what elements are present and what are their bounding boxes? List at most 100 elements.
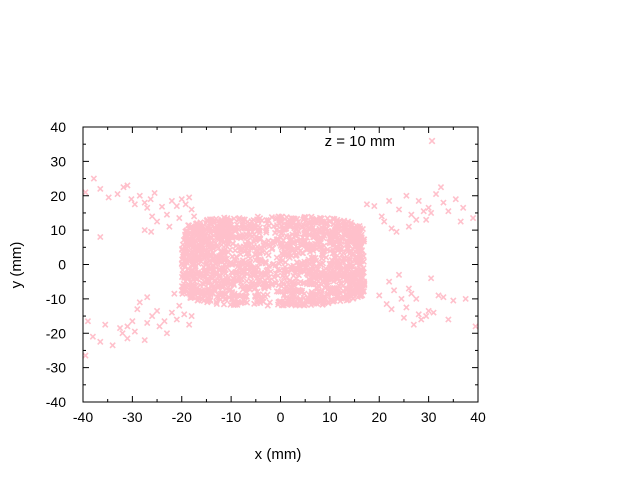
data-point [120, 331, 125, 336]
points-layer [83, 176, 478, 358]
data-point [154, 308, 159, 313]
data-point [379, 214, 384, 219]
data-point [389, 226, 394, 231]
data-point [164, 331, 169, 336]
data-point [169, 198, 174, 203]
data-point [377, 293, 382, 298]
data-point [416, 198, 421, 203]
data-point [441, 200, 446, 205]
data-point [145, 205, 150, 210]
data-point [389, 307, 394, 312]
data-point [98, 186, 103, 191]
legend-marker-x [429, 138, 435, 144]
data-point [463, 296, 468, 301]
x-tick-label: 0 [277, 409, 285, 425]
data-point [189, 313, 194, 318]
data-point [458, 219, 463, 224]
data-point [414, 217, 419, 222]
data-point [451, 298, 456, 303]
data-point [91, 176, 96, 181]
x-tick-label: 10 [322, 409, 338, 425]
data-point [149, 229, 154, 234]
data-point [461, 205, 466, 210]
data-point [438, 185, 443, 190]
data-point [372, 203, 377, 208]
data-point [409, 212, 414, 217]
data-point [167, 224, 172, 229]
data-point [115, 191, 120, 196]
data-point [453, 197, 458, 202]
data-point [387, 198, 392, 203]
y-tick-label: -40 [46, 394, 66, 410]
data-point [182, 312, 187, 317]
data-point [396, 207, 401, 212]
data-point [148, 197, 153, 202]
y-tick-label: 40 [50, 119, 66, 135]
data-point [394, 229, 399, 234]
data-point [426, 205, 431, 210]
data-point [159, 204, 164, 209]
data-point [233, 248, 238, 253]
data-point [137, 193, 142, 198]
data-point [441, 295, 446, 300]
data-point [419, 317, 424, 322]
data-point [426, 308, 431, 313]
data-point [174, 317, 179, 322]
data-point [110, 343, 115, 348]
data-point [428, 276, 433, 281]
data-point [183, 202, 188, 207]
data-point [411, 322, 416, 327]
data-point [164, 212, 169, 217]
y-tick-label: 30 [50, 153, 66, 169]
data-point [179, 197, 184, 202]
data-point [154, 219, 159, 224]
data-point [98, 339, 103, 344]
y-tick-label: 20 [50, 188, 66, 204]
x-tick-label: -20 [172, 409, 192, 425]
data-point [404, 305, 409, 310]
data-point [189, 207, 194, 212]
data-point [169, 310, 174, 315]
y-tick-label: -30 [46, 360, 66, 376]
legend: z = 10 mm [325, 133, 435, 150]
data-point [364, 202, 369, 207]
data-point [152, 190, 157, 195]
data-point [142, 200, 147, 205]
data-point [187, 322, 192, 327]
y-tick-label: -20 [46, 325, 66, 341]
data-point [382, 219, 387, 224]
data-point [177, 303, 182, 308]
data-point [384, 301, 389, 306]
data-point [416, 312, 421, 317]
data-point [174, 203, 179, 208]
data-point [446, 317, 451, 322]
x-axis-label: x (mm) [255, 446, 302, 463]
data-point [172, 291, 177, 296]
data-point [428, 210, 433, 215]
data-point [406, 224, 411, 229]
data-point [431, 310, 436, 315]
data-point [406, 286, 411, 291]
data-point [145, 295, 150, 300]
data-point [191, 214, 196, 219]
y-tick-label: -10 [46, 291, 66, 307]
y-tick-label: 10 [50, 222, 66, 238]
data-point [404, 193, 409, 198]
data-point [150, 313, 155, 318]
x-tick-label: 20 [371, 409, 387, 425]
data-point [132, 329, 137, 334]
x-tick-label: -10 [221, 409, 241, 425]
data-point [129, 197, 134, 202]
data-point [470, 215, 475, 220]
data-point [387, 279, 392, 284]
data-point [125, 336, 130, 341]
data-point [150, 214, 155, 219]
data-point [266, 253, 271, 258]
legend-marker [429, 138, 435, 144]
y-axis-label: y (mm) [8, 242, 25, 289]
data-point [409, 291, 414, 296]
data-point [401, 315, 406, 320]
data-point [162, 319, 167, 324]
data-point [83, 353, 88, 358]
